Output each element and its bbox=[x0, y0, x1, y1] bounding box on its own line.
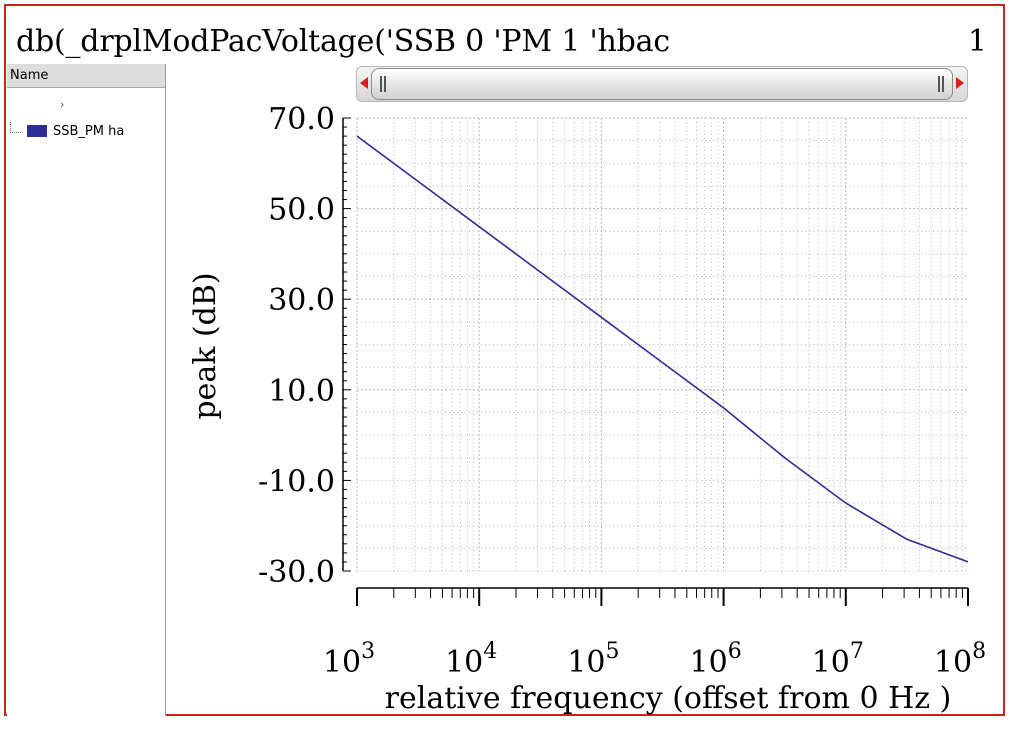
x-tick-label: 105 bbox=[567, 639, 619, 680]
page-number: 1 bbox=[967, 24, 987, 59]
x-scrollbar[interactable] bbox=[356, 66, 968, 102]
tick-labels: 70.0 50.0 30.0 10.0 -10.0 -30.0 103 104 105 106 10… bbox=[258, 102, 986, 680]
legend-expand-icon[interactable]: › bbox=[60, 98, 65, 111]
x-tick-label: 108 bbox=[934, 639, 986, 680]
plot-window: db(_drplModPacVoltage('SSB 0 'PM 1 'hbac… bbox=[4, 4, 1005, 716]
y-tick-label: 50.0 bbox=[268, 193, 335, 228]
x-tick-label: 107 bbox=[812, 639, 864, 680]
legend-item-label: SSB_PM ha bbox=[53, 123, 125, 139]
arrow-right-icon[interactable] bbox=[956, 77, 964, 89]
grid bbox=[356, 117, 968, 572]
y-tick-label: -30.0 bbox=[258, 555, 335, 590]
legend-panel: Name bbox=[7, 64, 166, 716]
series-layer bbox=[356, 135, 969, 563]
arrow-left-icon[interactable] bbox=[360, 77, 368, 89]
plot-title: db(_drplModPacVoltage('SSB 0 'PM 1 'hbac bbox=[16, 24, 670, 59]
y-tick-label: 70.0 bbox=[268, 102, 335, 137]
axes bbox=[342, 117, 969, 606]
x-axis-title: relative frequency (offset from 0 Hz ) bbox=[385, 681, 952, 716]
grip-right-icon[interactable] bbox=[938, 76, 944, 92]
tree-connector bbox=[10, 121, 21, 133]
y-tick-label: 30.0 bbox=[268, 283, 335, 318]
legend-header[interactable]: Name bbox=[7, 64, 165, 88]
grip-left-icon[interactable] bbox=[380, 76, 386, 92]
x-tick-label: 103 bbox=[323, 639, 375, 680]
y-tick-label: -10.0 bbox=[258, 464, 335, 499]
x-tick-label: 106 bbox=[690, 639, 742, 680]
scrollbar-thumb[interactable] bbox=[371, 68, 953, 100]
legend-item[interactable]: SSB_PM ha bbox=[10, 121, 125, 140]
series-line bbox=[356, 135, 969, 563]
y-tick-label: 10.0 bbox=[268, 374, 335, 409]
y-axis-title: peak (dB) bbox=[188, 272, 223, 419]
legend-header-label: Name bbox=[10, 68, 49, 83]
x-tick-label: 104 bbox=[445, 639, 497, 680]
legend-swatch bbox=[27, 125, 47, 137]
